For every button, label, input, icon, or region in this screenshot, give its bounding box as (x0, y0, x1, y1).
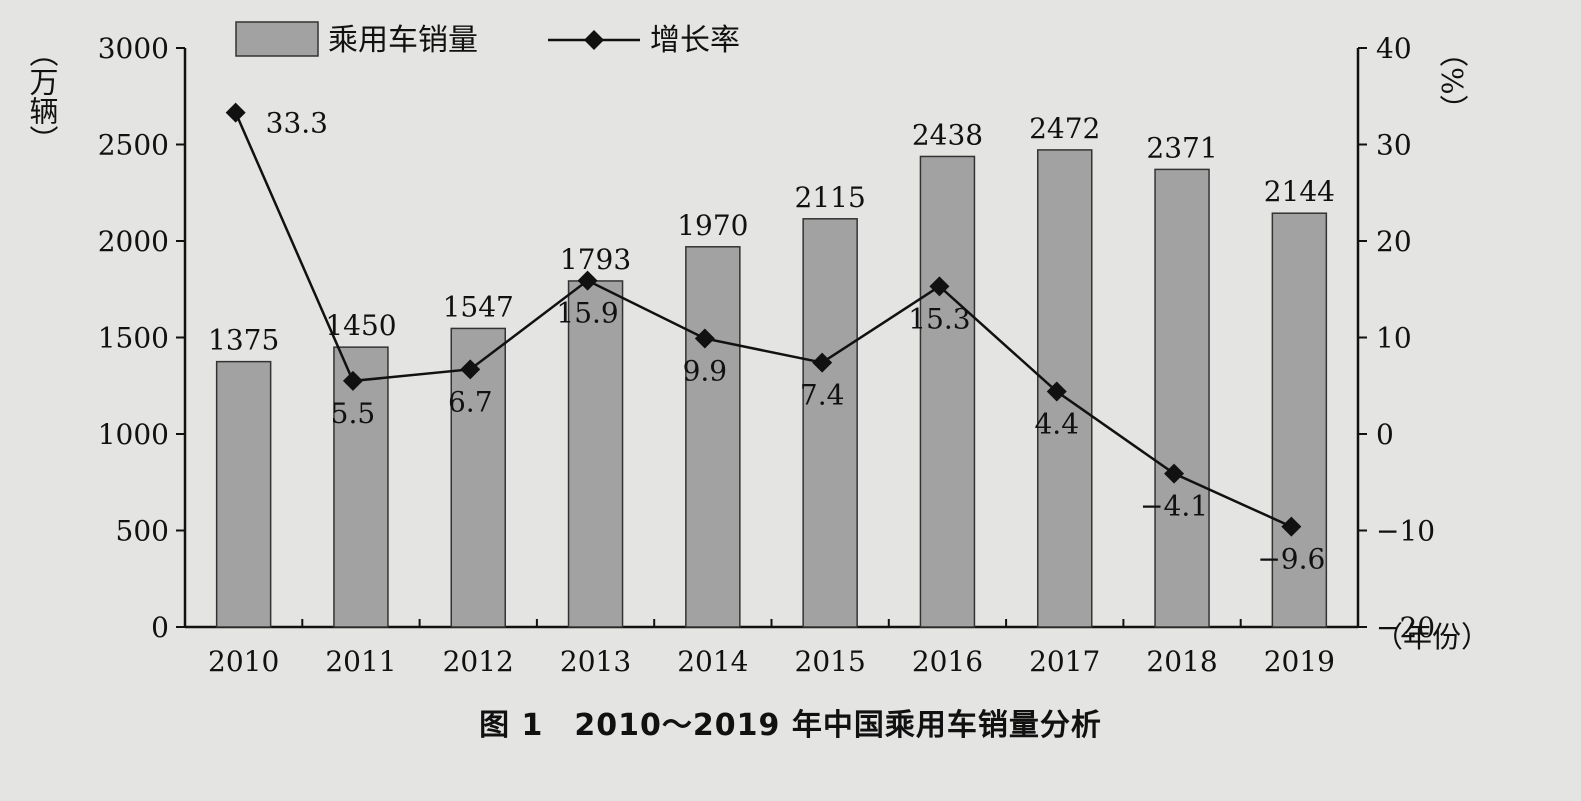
y-right-tick-label: −20 (1376, 611, 1435, 644)
y-left-tick-label: 3000 (98, 32, 169, 65)
y-left-tick-label: 2000 (98, 225, 169, 258)
y-left-tick-label: 1500 (98, 322, 169, 355)
y-right-tick-label: 30 (1376, 129, 1412, 162)
y-left-tick-label: 2500 (98, 129, 169, 162)
legend-line-marker (584, 30, 604, 50)
labels-layer: 0 500 1000 1500 2000 2500 3000 −20 −10 0 10 20 30 40 2… (25, 32, 1490, 678)
legend-bar-swatch (235, 21, 319, 57)
bar-value-label: 2472 (1029, 112, 1100, 145)
x-tick-label: 2016 (912, 645, 983, 678)
bar (1154, 168, 1210, 628)
growth-rate-marker (812, 352, 833, 373)
bar (333, 346, 389, 628)
x-axis-title: （年份） (1374, 620, 1490, 654)
x-tick-label: 2011 (325, 645, 396, 678)
bar-value-label: 2371 (1146, 131, 1217, 164)
bar (450, 327, 506, 628)
growth-rate-marker (460, 359, 481, 380)
y-left-tick-label: 1000 (98, 418, 169, 451)
growth-rate-marker (225, 102, 246, 123)
bar-value-label: 1970 (677, 209, 748, 242)
y-right-tick-label: 40 (1376, 32, 1412, 65)
bar (1271, 212, 1328, 628)
growth-rate-marker (1046, 381, 1067, 402)
bars-layer (215, 149, 1328, 628)
figure-caption: 图 1 2010～2019 年中国乘用车销量分析 (479, 708, 1102, 743)
growth-rate-label: 9.9 (683, 354, 728, 387)
y-right-tick-label: 20 (1376, 225, 1412, 258)
bar-value-label: 1375 (208, 324, 279, 357)
y-left-tick-label: 500 (116, 515, 169, 548)
growth-rate-marker (694, 328, 715, 349)
x-tick-label: 2017 (1029, 645, 1100, 678)
growth-rate-label: 5.5 (331, 397, 376, 430)
legend-bar-label: 乘用车销量 (328, 23, 478, 58)
growth-rate-label: 33.3 (266, 107, 328, 140)
bar-value-label: 2115 (795, 181, 866, 214)
x-tick-label: 2013 (560, 645, 631, 678)
bar (919, 155, 976, 628)
x-tick-label: 2014 (677, 645, 748, 678)
growth-rate-label: 7.4 (800, 379, 845, 412)
growth-rate-marker (1164, 463, 1185, 484)
bar (215, 360, 272, 628)
y-left-tick-label: 0 (151, 611, 169, 644)
bar-value-label: 2438 (912, 118, 983, 151)
growth-rate-label: 15.3 (908, 302, 970, 335)
x-tick-label: 2019 (1264, 645, 1335, 678)
x-tick-label: 2012 (443, 645, 514, 678)
bar-value-label: 1793 (560, 243, 631, 276)
growth-rate-label: 6.7 (448, 385, 493, 418)
y-right-title: （%） (1435, 38, 1469, 124)
x-tick-label: 2010 (208, 645, 279, 678)
bar (1037, 149, 1093, 628)
x-tick-label: 2018 (1146, 645, 1217, 678)
growth-rate-marker (577, 270, 598, 291)
bar (802, 218, 858, 628)
growth-rate-marker (342, 370, 363, 391)
legend-line-label: 增长率 (650, 23, 740, 58)
y-right-tick-label: −10 (1376, 515, 1435, 548)
bar-value-label: 1547 (443, 290, 514, 323)
growth-line-layer (225, 102, 1302, 537)
legend: 乘用车销量 增长率 (235, 21, 740, 58)
bar-value-label: 2144 (1264, 175, 1335, 208)
y-right-tick-label: 0 (1376, 418, 1394, 451)
growth-rate-label: −4.1 (1140, 490, 1208, 523)
growth-rate-label: 4.4 (1034, 408, 1079, 441)
bar (567, 280, 624, 628)
growth-rate-label: −9.6 (1257, 543, 1325, 576)
bar (685, 246, 741, 628)
growth-rate-marker (1281, 516, 1302, 537)
y-right-tick-label: 10 (1376, 322, 1412, 355)
growth-rate-marker (929, 276, 950, 297)
growth-rate-label: 15.9 (556, 297, 618, 330)
growth-rate-line (234, 112, 1292, 528)
bar-value-label: 1450 (325, 309, 396, 342)
x-tick-label: 2015 (795, 645, 866, 678)
y-left-title: （万辆） (25, 38, 59, 154)
